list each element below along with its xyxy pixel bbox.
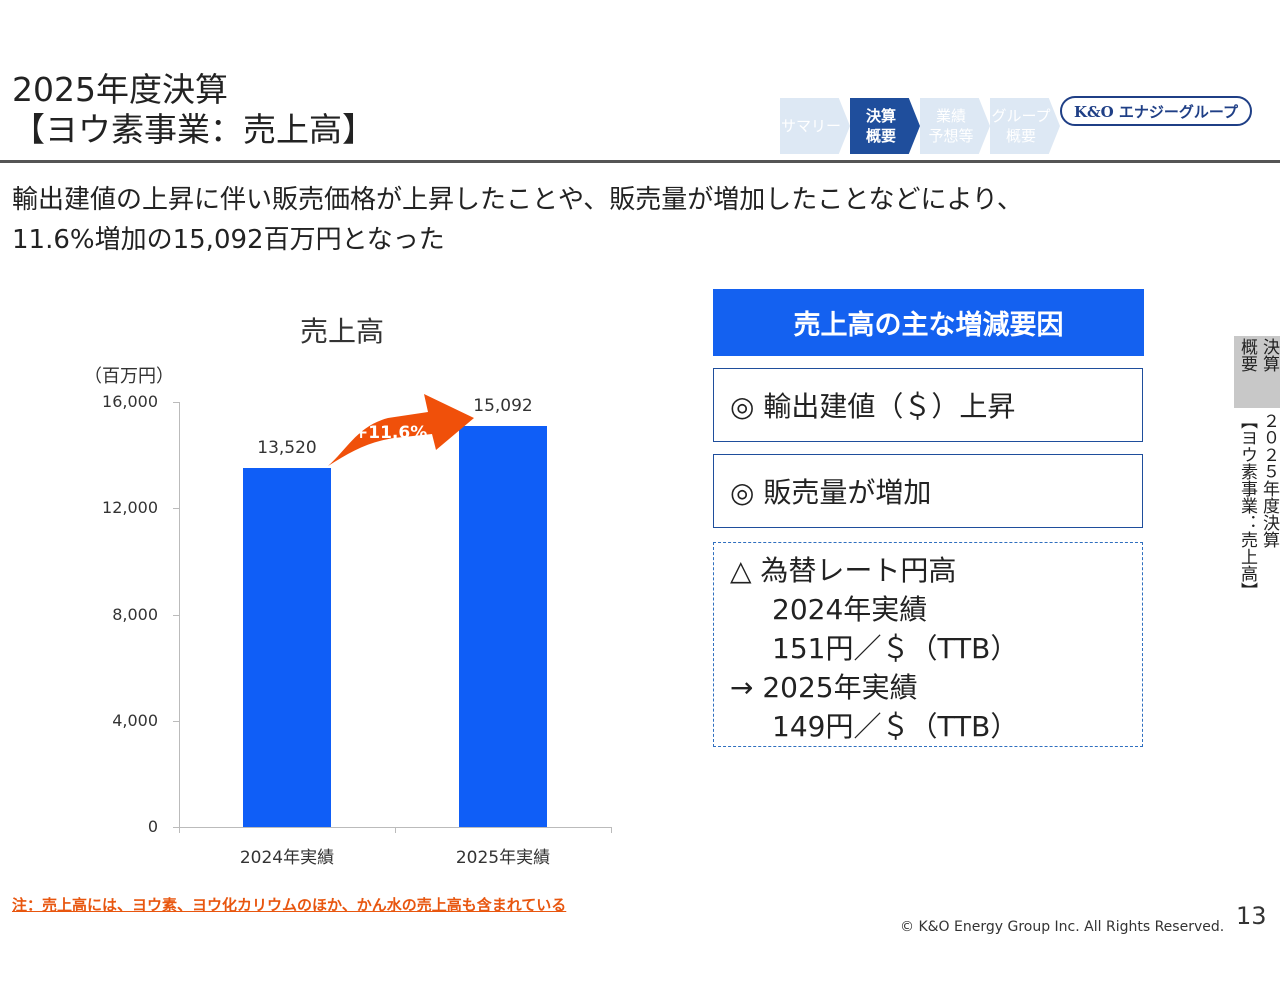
growth-arrow	[328, 394, 474, 466]
factor-export-price: ◎ 輸出建値（＄）上昇	[713, 368, 1143, 442]
fx-line4: → 2025年実績	[730, 671, 918, 704]
y-tick-label: 12,000	[102, 498, 158, 518]
bar-2	[459, 426, 547, 827]
side-tab-background	[1234, 336, 1280, 408]
side-tab-col3: ２０２５年度決算	[1259, 412, 1279, 548]
y-tick-mark	[173, 827, 179, 828]
page-title: 2025年度決算 【ヨウ素事業：売上高】	[12, 70, 375, 150]
bar-value-label: 15,092	[473, 396, 533, 417]
copyright: © K&O Energy Group Inc. All Rights Reser…	[900, 919, 1225, 935]
summary-line1: 輸出建値の上昇に伴い販売価格が上昇したことや、販売量が増加したことなどにより、	[12, 185, 1023, 215]
chart-title: 売上高	[300, 315, 385, 348]
nav-item-summary[interactable]: サマリー	[780, 98, 850, 154]
factors-header: 売上高の主な増減要因	[713, 289, 1144, 356]
y-tick-mark	[173, 614, 179, 616]
y-tick-label: 4,000	[112, 710, 158, 730]
fx-line1: △ 為替レート円高	[730, 554, 957, 587]
nav-item-label: 決算 概要	[865, 107, 896, 145]
bar-value-label: 13,520	[257, 437, 317, 458]
page-title-line2: 【ヨウ素事業：売上高】	[12, 110, 375, 149]
nav-item-label: 業績 予想等	[928, 107, 974, 145]
company-logo: K&O エナジーグループ	[1060, 96, 1252, 126]
growth-arrow-shape	[328, 394, 474, 466]
nav-item-forecast[interactable]: 業績 予想等	[920, 98, 990, 154]
side-tab-col4: 【ヨウ素事業：売上高】	[1237, 412, 1257, 599]
x-tick-mark	[179, 827, 180, 833]
chart-unit-label: （百万円）	[84, 366, 174, 387]
y-tick-label: 0	[147, 817, 158, 836]
bar-1	[243, 467, 331, 827]
page-number: 13	[1236, 902, 1267, 930]
nav-item-group-overview[interactable]: グループ 概要	[990, 98, 1060, 154]
y-tick-mark	[173, 402, 179, 403]
y-tick-mark	[173, 508, 179, 510]
nav-item-label: サマリー	[780, 117, 841, 135]
summary-text: 輸出建値の上昇に伴い販売価格が上昇したことや、販売量が増加したことなどにより、 …	[12, 180, 1023, 260]
x-tick-mark	[395, 827, 396, 833]
y-tick-mark	[173, 720, 179, 722]
page-title-line1: 2025年度決算	[12, 70, 228, 109]
fx-line3: 151円／＄（TTB）	[772, 632, 1019, 665]
x-tick-label: 2024年実績	[239, 848, 335, 868]
y-tick-label: 8,000	[112, 604, 158, 624]
header-divider	[0, 160, 1280, 163]
y-tick-label: 16,000	[102, 392, 158, 411]
fx-line5: 149円／＄（TTB）	[772, 710, 1019, 743]
growth-label: +11.6%	[354, 423, 428, 443]
summary-line2: 11.6%増加の15,092百万円となった	[12, 225, 445, 255]
footnote: 注：売上高には、ヨウ素、ヨウ化カリウムのほか、かん水の売上高も含まれている	[12, 896, 567, 914]
x-tick-mark	[611, 827, 612, 833]
x-tick-label: 2025年実績	[455, 848, 551, 868]
side-tab-col2: 概要	[1237, 338, 1257, 372]
nav-item-results-overview[interactable]: 決算 概要	[850, 98, 920, 154]
factor-export-price-text: ◎ 輸出建値（＄）上昇	[730, 390, 1016, 423]
factor-volume: ◎ 販売量が増加	[713, 454, 1143, 528]
fx-line2: 2024年実績	[772, 593, 928, 626]
side-tab-col1: 決算	[1259, 338, 1279, 372]
nav-item-label: グループ 概要	[991, 107, 1051, 145]
factor-exchange-rate: △ 為替レート円高 2024年実績 151円／＄（TTB） → 2025年実績 …	[713, 542, 1143, 747]
y-axis-line	[179, 402, 180, 828]
factor-volume-text: ◎ 販売量が増加	[730, 476, 932, 509]
